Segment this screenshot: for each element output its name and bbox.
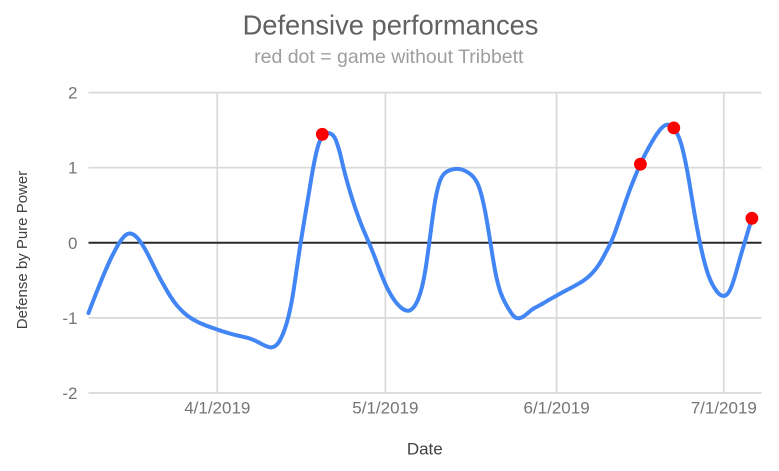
svg-text:Date: Date bbox=[407, 440, 443, 459]
svg-text:6/1/2019: 6/1/2019 bbox=[524, 399, 590, 418]
svg-text:Defense by Pure Power: Defense by Pure Power bbox=[14, 171, 31, 329]
svg-text:-2: -2 bbox=[62, 384, 77, 403]
svg-text:0: 0 bbox=[68, 234, 77, 253]
svg-text:1: 1 bbox=[68, 159, 77, 178]
svg-text:red dot = game without Tribbet: red dot = game without Tribbett bbox=[254, 46, 524, 68]
svg-text:7/1/2019: 7/1/2019 bbox=[691, 399, 757, 418]
svg-text:5/1/2019: 5/1/2019 bbox=[352, 399, 418, 418]
svg-text:Defensive performances: Defensive performances bbox=[243, 10, 539, 41]
svg-text:-1: -1 bbox=[62, 309, 77, 328]
svg-text:4/1/2019: 4/1/2019 bbox=[184, 399, 250, 418]
svg-text:2: 2 bbox=[68, 84, 77, 103]
